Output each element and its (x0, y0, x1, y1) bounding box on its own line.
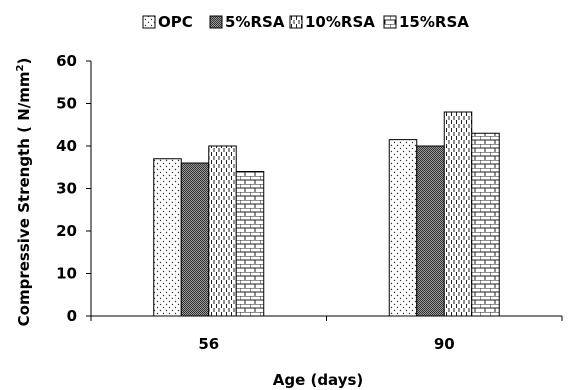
x-category-label: 56 (198, 335, 219, 353)
y-axis: 0 10 20 30 40 50 60 (56, 52, 92, 325)
legend-label: 10%RSA (305, 13, 375, 31)
bar-15pct-rsa-90 (471, 132, 500, 317)
y-tick-label: 20 (56, 222, 77, 240)
bar-5pct-rsa-90 (416, 145, 445, 317)
bar-opc-56 (153, 158, 182, 317)
y-axis-title: Compressive Strength ( N/mm2) (15, 58, 33, 327)
y-tick-label: 50 (56, 95, 77, 113)
x-category-label: 90 (434, 335, 455, 353)
bars (153, 111, 500, 317)
legend-swatch (209, 15, 223, 29)
bar-10pct-rsa-90 (443, 111, 473, 317)
legend-swatch (383, 15, 397, 29)
x-axis-title: Age (days) (273, 371, 364, 389)
bar-15pct-rsa-56 (235, 171, 265, 317)
y-tick-label: 40 (56, 137, 77, 155)
legend-label: OPC (158, 13, 193, 31)
y-tick-label: 60 (56, 52, 77, 70)
y-tick-label: 30 (56, 180, 77, 198)
y-tick-label: 10 (56, 265, 77, 283)
legend: OPC 5%RSA 10%RSA 15%RSA (142, 13, 469, 31)
legend-label: 15%RSA (399, 13, 469, 31)
bar-10pct-rsa-56 (208, 145, 237, 317)
legend-swatch (142, 15, 156, 29)
legend-label: 5%RSA (225, 13, 285, 31)
legend-swatch (289, 15, 303, 29)
bar-5pct-rsa-56 (180, 162, 210, 317)
y-tick-label: 0 (67, 307, 77, 325)
x-axis: 56 90 (90, 315, 563, 353)
bar-opc-90 (388, 139, 418, 317)
